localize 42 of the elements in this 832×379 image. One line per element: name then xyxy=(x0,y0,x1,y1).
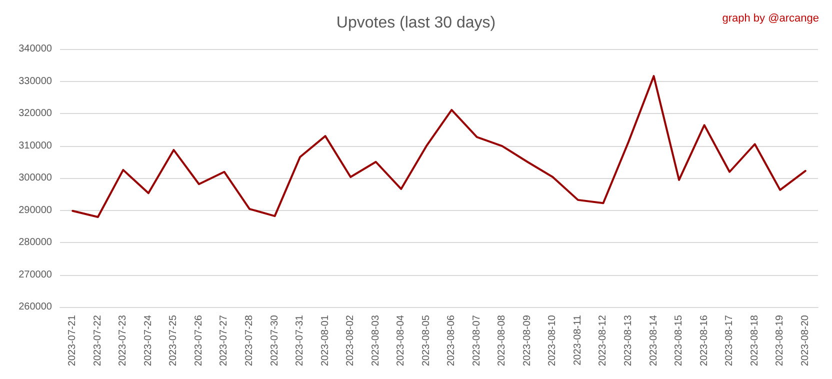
x-tick-label: 2023-08-13 xyxy=(623,314,634,366)
x-tick-label: 2023-08-12 xyxy=(598,314,609,366)
y-tick-label: 300000 xyxy=(18,172,52,184)
y-tick-label: 280000 xyxy=(18,237,52,248)
x-tick-label: 2023-07-30 xyxy=(269,314,280,366)
y-tick-label: 290000 xyxy=(18,204,52,216)
x-tick-label: 2023-08-15 xyxy=(674,314,685,366)
x-tick-label: 2023-08-17 xyxy=(724,314,736,366)
x-tick-label: 2023-07-23 xyxy=(118,314,129,366)
x-tick-label: 2023-07-22 xyxy=(92,314,104,366)
line-series xyxy=(72,75,806,218)
x-tick-label: 2023-08-03 xyxy=(370,314,382,366)
text: graph by @arcange xyxy=(722,12,820,24)
x-tick-label: 2023-08-08 xyxy=(496,314,508,366)
x-tick-label: 2023-08-05 xyxy=(420,314,432,366)
x-tick-label: 2023-08-10 xyxy=(547,314,558,366)
y-tick-label: 270000 xyxy=(18,269,52,280)
y-tick-label: 260000 xyxy=(18,302,52,312)
x-tick-label: 2023-07-24 xyxy=(142,314,154,366)
y-tick-label: 340000 xyxy=(18,44,52,54)
x-tick-label: 2023-08-06 xyxy=(446,314,458,366)
x-tick-label: 2023-07-31 xyxy=(294,314,306,366)
x-tick-label: 2023-08-07 xyxy=(471,314,482,366)
x-tick-label: 2023-07-28 xyxy=(244,314,255,366)
y-tick-label: 320000 xyxy=(18,108,52,119)
x-tick-label: 2023-08-11 xyxy=(572,314,584,366)
chart-title: Upvotes (last 30 days) xyxy=(336,14,496,32)
x-tick-label: 2023-07-21 xyxy=(67,314,78,366)
x-tick-label: 2023-08-04 xyxy=(396,314,407,366)
x-tick-label: 2023-08-14 xyxy=(648,314,660,366)
x-tick-label: 2023-07-25 xyxy=(168,314,180,366)
y-tick-label: 330000 xyxy=(18,76,52,87)
x-tick-label: 2023-08-01 xyxy=(320,314,331,366)
x-tick-label: 2023-07-27 xyxy=(218,314,230,366)
x-tick-label: 2023-08-02 xyxy=(345,314,356,366)
x-tick-label: 2023-08-19 xyxy=(774,314,786,366)
x-tick-label: 2023-08-09 xyxy=(522,314,533,366)
x-tick-label: 2023-08-18 xyxy=(749,314,760,366)
x-tick-label: 2023-07-26 xyxy=(193,314,204,366)
y-tick-label: 310000 xyxy=(18,140,52,152)
x-tick-label: 2023-08-20 xyxy=(800,314,811,366)
x-tick-label: 2023-08-16 xyxy=(698,314,710,366)
